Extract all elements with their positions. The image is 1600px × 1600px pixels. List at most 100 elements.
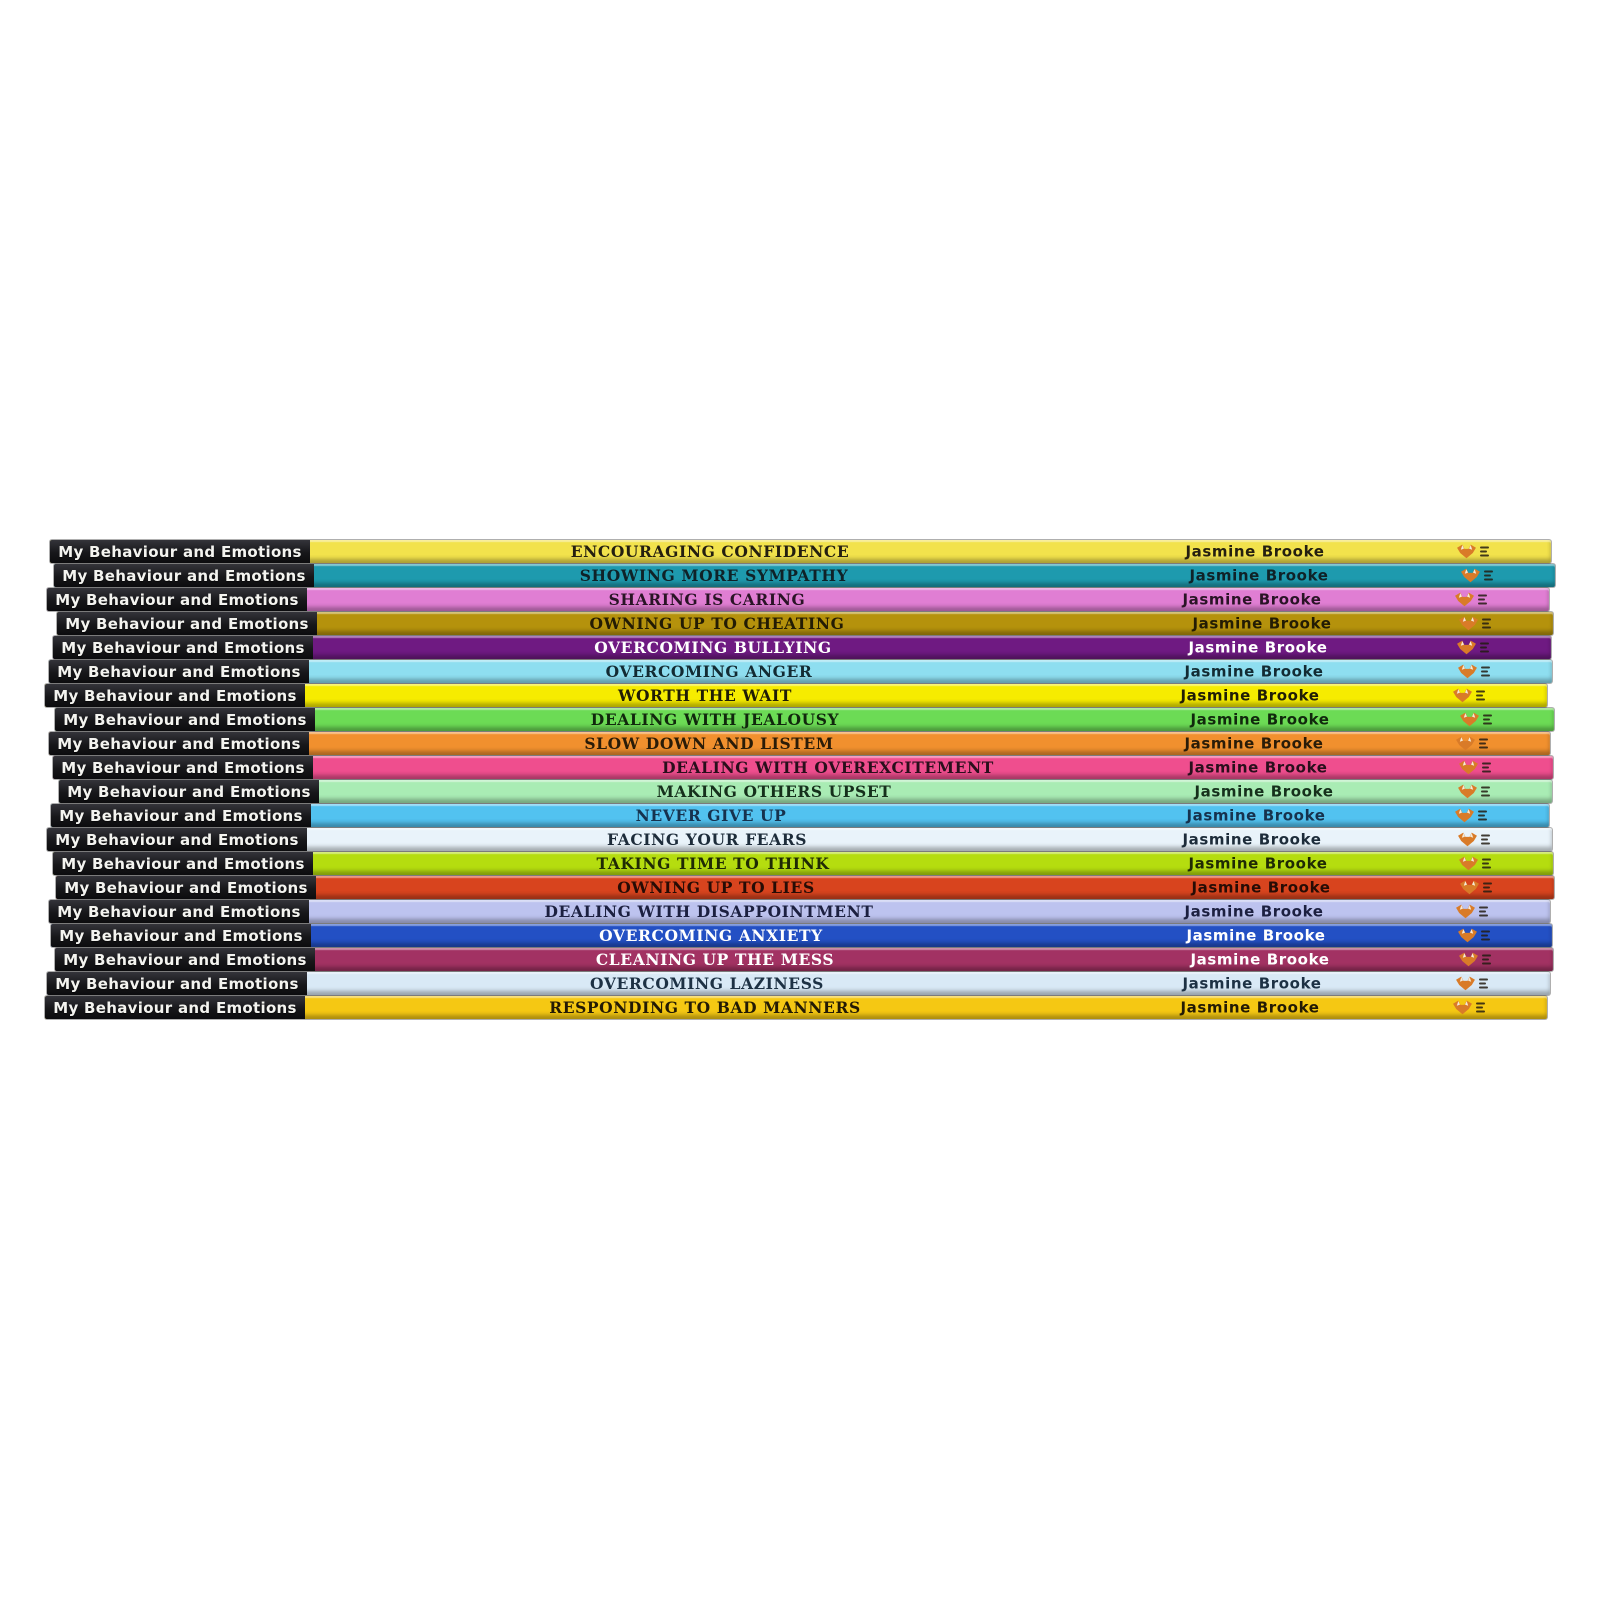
publisher-logo-text [1481, 930, 1490, 941]
series-label-block: My Behaviour and Emotions [47, 828, 307, 851]
book-title: DEALING WITH JEALOUSY [590, 709, 840, 729]
publisher-logo-text [1478, 594, 1487, 605]
fox-logo-icon [1453, 1000, 1472, 1014]
book-title: RESPONDING TO BAD MANNERS [549, 997, 861, 1017]
publisher-logo [1454, 592, 1487, 607]
fox-logo-icon [1458, 664, 1477, 678]
series-label: My Behaviour and Emotions [61, 854, 305, 873]
publisher-logo-text [1482, 762, 1491, 773]
book-author: Jasmine Brooke [1184, 662, 1324, 681]
book-spine: My Behaviour and Emotions SHARING IS CAR… [47, 588, 1549, 611]
book-author: Jasmine Brooke [1188, 758, 1328, 777]
series-label-block: My Behaviour and Emotions [51, 924, 311, 947]
series-label-block: My Behaviour and Emotions [59, 780, 319, 803]
publisher-logo [1458, 856, 1491, 871]
publisher-logo-text [1483, 882, 1492, 893]
series-label: My Behaviour and Emotions [65, 614, 309, 633]
series-label: My Behaviour and Emotions [55, 830, 299, 849]
book-stack: My Behaviour and Emotions ENCOURAGING CO… [45, 540, 1555, 1020]
book-title: OVERCOMING LAZINESS [590, 973, 824, 993]
series-label: My Behaviour and Emotions [53, 686, 297, 705]
book-author: Jasmine Brooke [1186, 806, 1326, 825]
publisher-logo [1452, 1000, 1485, 1015]
series-label: My Behaviour and Emotions [57, 734, 301, 753]
book-author: Jasmine Brooke [1190, 950, 1330, 969]
publisher-logo [1458, 616, 1491, 631]
book-spine: My Behaviour and Emotions RESPONDING TO … [45, 996, 1547, 1019]
publisher-logo [1460, 568, 1493, 583]
publisher-logo-text [1478, 810, 1487, 821]
series-label-block: My Behaviour and Emotions [57, 612, 317, 635]
series-label: My Behaviour and Emotions [61, 638, 305, 657]
publisher-logo-text [1479, 906, 1488, 917]
publisher-logo-text [1482, 954, 1491, 965]
book-title: DEALING WITH DISAPPOINTMENT [544, 901, 874, 921]
publisher-logo-text [1481, 834, 1490, 845]
book-title: OVERCOMING ANGER [605, 661, 813, 681]
book-spine: My Behaviour and Emotions DEALING WITH D… [49, 900, 1550, 923]
publisher-logo-text [1479, 978, 1488, 989]
publisher-logo-text [1479, 738, 1488, 749]
fox-logo-icon [1457, 640, 1476, 654]
fox-logo-icon [1458, 928, 1477, 942]
series-label-block: My Behaviour and Emotions [51, 804, 311, 827]
book-spine: My Behaviour and Emotions ENCOURAGING CO… [50, 540, 1551, 563]
book-title: NEVER GIVE UP [635, 805, 787, 825]
book-title: CLEANING UP THE MESS [595, 949, 835, 969]
book-spine: My Behaviour and Emotions OWNING UP TO L… [56, 876, 1554, 899]
book-author: Jasmine Brooke [1188, 638, 1328, 657]
series-label: My Behaviour and Emotions [63, 950, 307, 969]
publisher-logo [1459, 712, 1492, 727]
book-spine: My Behaviour and Emotions OVERCOMING LAZ… [47, 972, 1550, 995]
book-spine: My Behaviour and Emotions CLEANING UP TH… [55, 948, 1553, 971]
book-author: Jasmine Brooke [1188, 854, 1328, 873]
fox-logo-icon [1453, 688, 1472, 702]
book-author: Jasmine Brooke [1180, 998, 1320, 1017]
series-label-block: My Behaviour and Emotions [55, 948, 315, 971]
publisher-logo-text [1481, 666, 1490, 677]
book-title: OWNING UP TO LIES [617, 877, 815, 897]
series-label-block: My Behaviour and Emotions [49, 900, 309, 923]
book-title: SHOWING MORE SYMPATHY [579, 565, 849, 585]
book-author: Jasmine Brooke [1186, 926, 1326, 945]
publisher-logo-text [1482, 618, 1491, 629]
series-label-block: My Behaviour and Emotions [45, 684, 305, 707]
series-label: My Behaviour and Emotions [59, 806, 303, 825]
publisher-logo [1455, 736, 1488, 751]
book-spine: My Behaviour and Emotions OVERCOMING BUL… [53, 636, 1551, 659]
book-title: TAKING TIME TO THINK [596, 853, 830, 873]
publisher-logo-text [1484, 570, 1493, 581]
book-author: Jasmine Brooke [1180, 686, 1320, 705]
book-spine: My Behaviour and Emotions OVERCOMING ANG… [49, 660, 1552, 683]
series-label: My Behaviour and Emotions [64, 878, 308, 897]
series-label-block: My Behaviour and Emotions [55, 708, 315, 731]
series-label: My Behaviour and Emotions [58, 542, 302, 561]
publisher-logo-text [1481, 786, 1490, 797]
book-title: SHARING IS CARING [608, 589, 806, 609]
publisher-logo [1454, 808, 1487, 823]
series-label: My Behaviour and Emotions [55, 974, 299, 993]
fox-logo-icon [1455, 808, 1474, 822]
book-title: OWNING UP TO CHEATING [589, 613, 845, 633]
book-spine: My Behaviour and Emotions OVERCOMING ANX… [51, 924, 1552, 947]
book-spine: My Behaviour and Emotions SLOW DOWN AND … [49, 732, 1550, 755]
publisher-logo [1457, 784, 1490, 799]
fox-logo-icon [1456, 904, 1475, 918]
series-label-block: My Behaviour and Emotions [56, 876, 316, 899]
fox-logo-icon [1459, 856, 1478, 870]
book-author: Jasmine Brooke [1185, 542, 1325, 561]
fox-logo-icon [1456, 736, 1475, 750]
publisher-logo [1456, 544, 1489, 559]
book-author: Jasmine Brooke [1194, 782, 1334, 801]
publisher-logo [1455, 904, 1488, 919]
series-label-block: My Behaviour and Emotions [50, 540, 310, 563]
fox-logo-icon [1460, 880, 1479, 894]
book-title: DEALING WITH OVEREXCITEMENT [662, 757, 994, 777]
publisher-logo-text [1480, 642, 1489, 653]
series-label-block: My Behaviour and Emotions [49, 732, 309, 755]
book-spine: My Behaviour and Emotions SHOWING MORE S… [54, 564, 1555, 587]
fox-logo-icon [1461, 568, 1480, 582]
publisher-logo-text [1483, 714, 1492, 725]
publisher-logo [1456, 640, 1489, 655]
book-spine: My Behaviour and Emotions DEALING WITH O… [53, 756, 1553, 779]
